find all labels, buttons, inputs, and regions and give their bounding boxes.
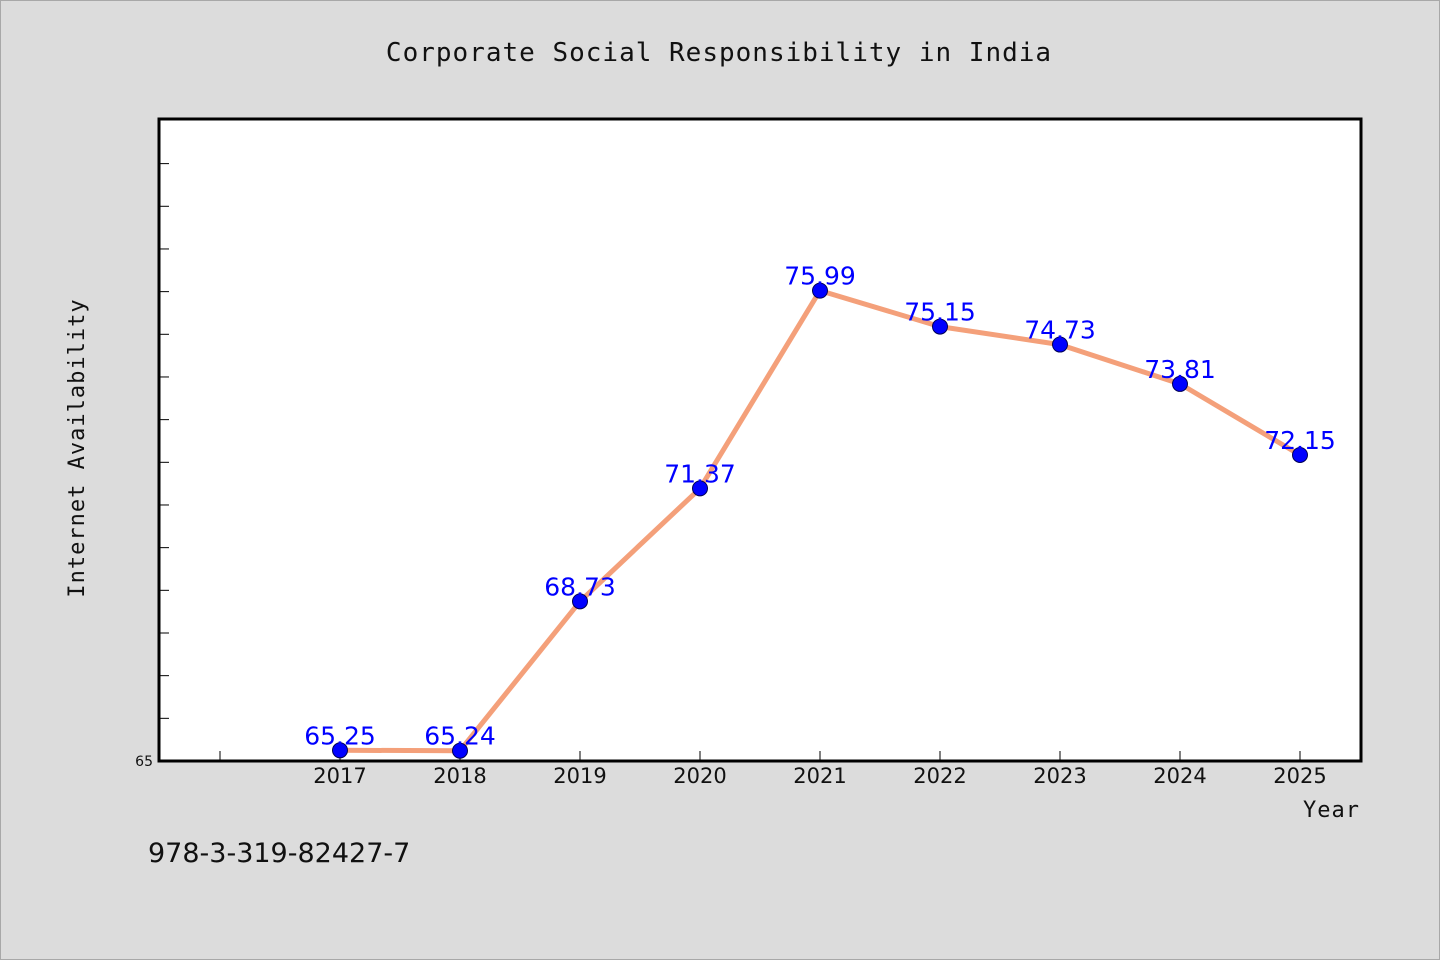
data-point-marker bbox=[1292, 446, 1308, 463]
data-point-marker bbox=[932, 318, 948, 335]
x-axis-ticks: 2017 2018 2019 2020 2021 2022 2023 2024 2025 bbox=[219, 751, 1327, 788]
y-tick-label: 65 bbox=[135, 754, 153, 770]
x-tick-label: 2017 bbox=[313, 764, 366, 788]
data-point-marker bbox=[332, 742, 348, 759]
data-label: 74.73 bbox=[1024, 316, 1096, 345]
data-label: 73.81 bbox=[1144, 355, 1216, 384]
plot-area bbox=[157, 117, 1363, 763]
series-markers bbox=[332, 282, 1308, 759]
data-label: 72.15 bbox=[1264, 426, 1336, 455]
data-label: 75.15 bbox=[904, 298, 976, 327]
chart-title: Corporate Social Responsibility in India bbox=[386, 38, 1052, 68]
y-axis-ticks bbox=[159, 163, 169, 719]
x-tick-label: 2024 bbox=[1153, 764, 1206, 788]
x-tick-label: 2022 bbox=[913, 764, 966, 788]
data-label: 75.99 bbox=[784, 262, 856, 291]
x-tick-label: 2018 bbox=[433, 764, 486, 788]
x-tick-label: 2019 bbox=[553, 764, 606, 788]
data-labels: 65.25 65.24 68.73 71.37 75.99 75.15 74.73 73.81… bbox=[304, 262, 1336, 751]
x-axis-label: Year bbox=[1303, 798, 1360, 823]
data-point-marker bbox=[692, 480, 708, 497]
data-label: 68.73 bbox=[544, 572, 616, 601]
data-label: 65.25 bbox=[304, 721, 376, 750]
data-point-marker bbox=[1052, 336, 1068, 353]
x-tick-label: 2021 bbox=[793, 764, 846, 788]
data-label: 71.37 bbox=[664, 459, 736, 488]
x-tick-label: 2020 bbox=[673, 764, 726, 788]
data-point-marker bbox=[1172, 375, 1188, 392]
data-point-marker bbox=[572, 593, 588, 610]
x-tick-label: 2025 bbox=[1273, 764, 1326, 788]
footer-code: 978-3-319-82427-7 bbox=[148, 838, 410, 869]
y-axis-label: Internet Availability bbox=[65, 298, 90, 597]
data-label: 65.24 bbox=[424, 722, 496, 751]
data-point-marker bbox=[452, 742, 468, 759]
data-point-marker bbox=[812, 282, 828, 299]
x-tick-label: 2023 bbox=[1033, 764, 1086, 788]
